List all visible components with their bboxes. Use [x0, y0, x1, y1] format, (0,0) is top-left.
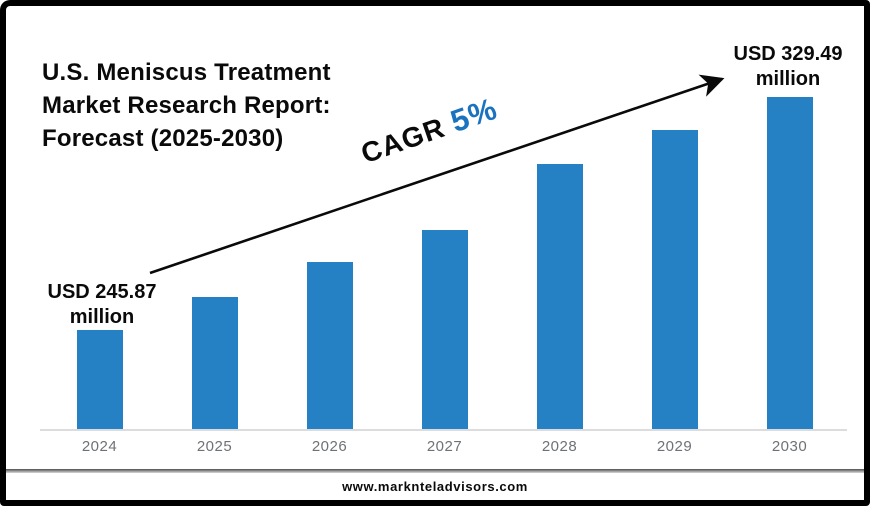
bar-2025: [191, 297, 238, 429]
end-value-unit: million: [755, 68, 821, 90]
start-value-amount: USD 245.87: [47, 281, 157, 303]
x-tick-2026: 2026: [311, 438, 348, 455]
bar-2030: [766, 97, 813, 429]
end-value-label: USD 329.49 million: [698, 42, 870, 92]
x-axis-line: [40, 429, 847, 431]
bar-2027: [421, 230, 468, 429]
bar-2028: [536, 164, 583, 429]
footer-divider: [0, 469, 870, 473]
start-value-unit: million: [69, 306, 135, 328]
x-tick-2027: 2027: [426, 438, 463, 455]
x-tick-2029: 2029: [656, 438, 693, 455]
x-axis-ticks: 2024 2025 2026 2027 2028 2029 2030: [42, 438, 847, 455]
bar-2029: [651, 130, 698, 429]
bar-2026: [306, 262, 353, 429]
end-value-amount: USD 329.49: [733, 43, 843, 65]
x-tick-2025: 2025: [196, 438, 233, 455]
start-value-label: USD 245.87 million: [12, 280, 192, 330]
x-tick-2024: 2024: [81, 438, 118, 455]
x-tick-2028: 2028: [541, 438, 578, 455]
website-text: www.marknteladvisors.com: [342, 479, 528, 494]
bar-2024: [76, 330, 123, 429]
x-tick-2030: 2030: [771, 438, 808, 455]
plot-area: [42, 0, 847, 429]
